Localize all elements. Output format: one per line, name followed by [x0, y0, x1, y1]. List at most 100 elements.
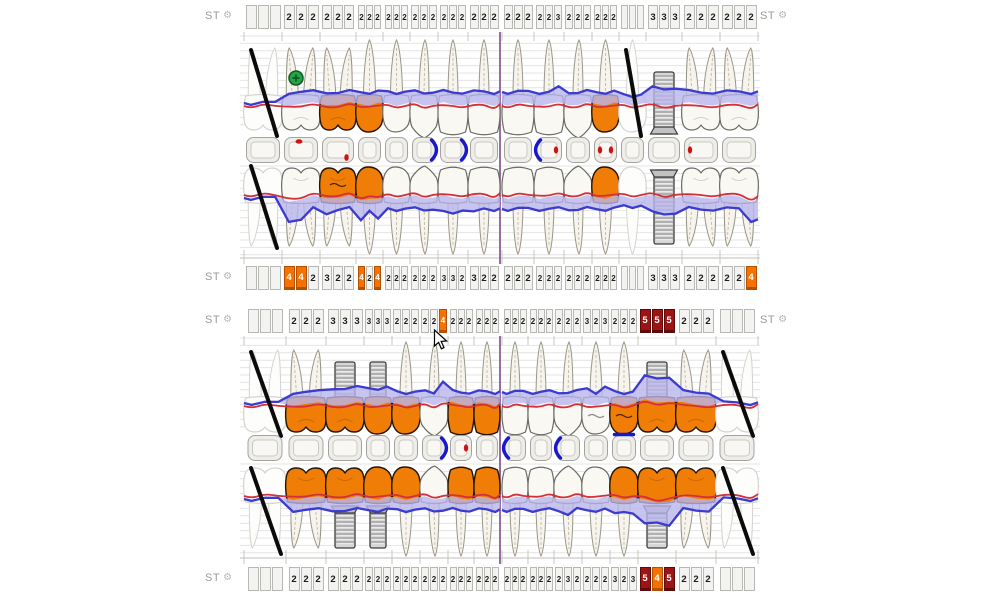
st-cell-44-2[interactable]: 2 [402, 309, 410, 333]
st-cell-34-1[interactable]: 3 [583, 309, 591, 333]
st-cell-34-2[interactable]: 2 [592, 567, 600, 591]
st-cell-36-2[interactable]: 5 [651, 309, 663, 333]
st-cell-36-1[interactable]: 5 [639, 567, 651, 591]
st-cell-24-1[interactable]: 2 [594, 5, 601, 29]
st-cell-21-2[interactable]: 2 [513, 266, 523, 290]
st-cell-46-2[interactable]: 2 [339, 567, 351, 591]
st-cell-47-1[interactable]: 2 [288, 309, 300, 333]
st-cell-41-2[interactable]: 2 [483, 567, 491, 591]
st-cell-26-2[interactable]: 3 [659, 266, 669, 290]
st-cell-34-1[interactable]: 2 [583, 567, 591, 591]
tooth-41-lingual[interactable] [473, 340, 501, 436]
st-cell-11-3[interactable]: 2 [489, 266, 499, 290]
st-cell-45-1[interactable]: 2 [365, 567, 373, 591]
st-cell-26-3[interactable]: 3 [670, 5, 680, 29]
st-cell-16-1[interactable]: 3 [322, 266, 332, 290]
st-cell-26-2[interactable]: 3 [659, 5, 669, 29]
st-cell-12-1[interactable]: 3 [440, 266, 448, 290]
st-cell-17-3[interactable]: 2 [307, 5, 319, 29]
occlusal-tooth-42[interactable] [450, 435, 472, 461]
st-cell-13-3[interactable]: 2 [429, 5, 437, 29]
occlusal-tooth-38[interactable] [719, 435, 755, 461]
st-cell-18-1[interactable] [245, 5, 257, 29]
st-cell-34-3[interactable]: 3 [601, 309, 609, 333]
st-cell-37-1[interactable]: 2 [678, 567, 690, 591]
st-cell-22-1[interactable]: 2 [536, 5, 544, 29]
st-cell-43-1[interactable]: 2 [421, 567, 429, 591]
st-cell-23-3[interactable]: 2 [583, 266, 591, 290]
st-cell-28-2[interactable]: 2 [733, 5, 745, 29]
st-cell-32-3[interactable]: 2 [545, 567, 553, 591]
tooth-28-buccal[interactable] [719, 47, 759, 131]
st-cell-33-2[interactable]: 2 [564, 309, 572, 333]
st-cell-35-2[interactable]: 2 [620, 309, 628, 333]
st-cell-16-1[interactable]: 2 [322, 5, 332, 29]
st-cell-47-2[interactable]: 2 [300, 309, 312, 333]
st-cell-36-1[interactable]: 5 [639, 309, 651, 333]
occlusal-tooth-11[interactable] [470, 137, 498, 163]
occlusal-tooth-27[interactable] [684, 137, 718, 163]
st-cell-41-3[interactable]: 2 [491, 309, 499, 333]
st-cell-23-3[interactable]: 2 [583, 5, 591, 29]
st-cell-32-2[interactable]: 2 [537, 567, 545, 591]
tooth-23-buccal[interactable] [563, 38, 593, 139]
st-cell-18-2[interactable] [257, 266, 269, 290]
occlusal-tooth-46[interactable] [328, 435, 362, 461]
st-cell-28-3[interactable]: 2 [745, 5, 757, 29]
st-cell-11-2[interactable]: 2 [479, 266, 489, 290]
occlusal-tooth-44[interactable] [394, 435, 418, 461]
occlusal-tooth-25[interactable] [621, 137, 644, 163]
st-cell-48-3[interactable] [271, 567, 283, 591]
st-cell-22-3[interactable]: 3 [554, 5, 562, 29]
st-cell-42-3[interactable]: 2 [465, 309, 473, 333]
st-cell-45-1[interactable]: 3 [365, 309, 373, 333]
tooth-42-lingual[interactable] [447, 340, 475, 436]
st-cell-44-3[interactable]: 2 [411, 567, 419, 591]
st-cell-31-2[interactable]: 2 [511, 309, 519, 333]
st-cell-13-2[interactable]: 2 [420, 5, 428, 29]
st-cell-37-2[interactable]: 2 [690, 309, 702, 333]
tooth-32-lingual[interactable] [527, 340, 555, 436]
occlusal-tooth-13[interactable] [412, 137, 439, 163]
st-cell-37-3[interactable]: 2 [702, 567, 714, 591]
tooth-35-lingual[interactable] [609, 340, 639, 435]
st-cell-15-1[interactable]: 2 [358, 5, 365, 29]
st-cell-21-3[interactable]: 2 [523, 5, 533, 29]
tooth-15-buccal[interactable] [355, 38, 384, 133]
st-cell-22-2[interactable]: 2 [545, 266, 553, 290]
st-cell-26-1[interactable]: 3 [648, 5, 658, 29]
st-cell-22-2[interactable]: 2 [545, 5, 553, 29]
tooth-24-buccal[interactable] [591, 38, 620, 133]
st-cell-35-2[interactable]: 2 [620, 567, 628, 591]
st-cell-15-1[interactable]: 4 [358, 266, 365, 290]
st-cell-15-2[interactable]: 2 [366, 266, 373, 290]
st-cell-38-2[interactable] [731, 567, 743, 591]
st-cell-23-1[interactable]: 2 [565, 266, 573, 290]
st-cell-24-3[interactable]: 2 [610, 266, 617, 290]
occlusal-tooth-23[interactable] [566, 137, 590, 163]
st-settings-icon[interactable]: ⚙ [223, 314, 233, 325]
st-cell-36-3[interactable]: 5 [663, 567, 675, 591]
st-cell-38-2[interactable] [731, 309, 743, 333]
st-cell-26-3[interactable]: 3 [670, 266, 680, 290]
st-cell-31-2[interactable]: 2 [511, 567, 519, 591]
st-cell-42-3[interactable]: 2 [465, 567, 473, 591]
st-cell-18-3[interactable] [269, 5, 281, 29]
occlusal-tooth-22[interactable] [533, 137, 562, 163]
st-cell-12-2[interactable]: 2 [449, 5, 457, 29]
st-cell-25-1[interactable] [621, 5, 628, 29]
st-cell-36-3[interactable]: 5 [663, 309, 675, 333]
occlusal-tooth-36[interactable] [640, 435, 674, 461]
occlusal-tooth-28[interactable] [722, 137, 756, 163]
st-cell-25-2[interactable] [629, 5, 636, 29]
st-cell-35-3[interactable]: 2 [629, 309, 637, 333]
st-cell-43-2[interactable]: 2 [430, 567, 438, 591]
st-cell-16-3[interactable]: 2 [344, 5, 354, 29]
st-cell-24-1[interactable]: 2 [594, 266, 601, 290]
occlusal-tooth-48[interactable] [247, 435, 283, 461]
st-cell-12-3[interactable]: 2 [458, 266, 466, 290]
st-cell-42-2[interactable]: 2 [457, 567, 465, 591]
st-cell-46-3[interactable]: 3 [351, 309, 363, 333]
st-cell-32-2[interactable]: 2 [537, 309, 545, 333]
st-cell-15-3[interactable]: 2 [374, 5, 381, 29]
